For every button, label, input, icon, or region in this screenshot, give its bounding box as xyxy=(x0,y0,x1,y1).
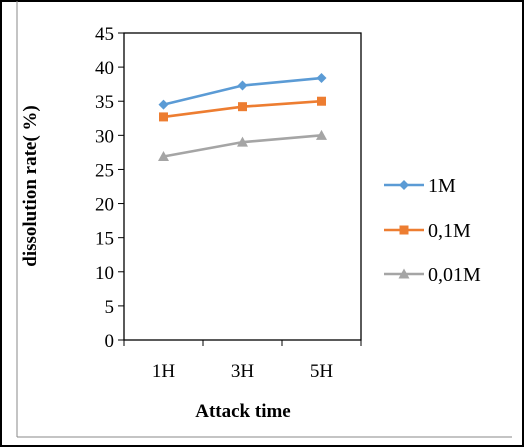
legend-label: 0,01M xyxy=(428,264,481,286)
legend: 1M 0,1M 0,01M xyxy=(384,175,481,286)
data-point xyxy=(316,129,327,140)
plot-area xyxy=(123,32,362,341)
x-axis-ticks: 1H 3H 5H xyxy=(123,340,362,382)
y-tick-label: 35 xyxy=(95,92,114,113)
x-tick-label: 5H xyxy=(310,361,334,382)
x-axis-label: Attack time xyxy=(195,401,291,422)
legend-label: 0,1M xyxy=(428,220,471,242)
data-point xyxy=(237,136,248,147)
data-point xyxy=(237,80,248,91)
legend-label: 1M xyxy=(428,175,456,197)
y-axis-ticks: 0 5 10 15 20 25 30 35 40 45 xyxy=(95,24,124,352)
y-tick-label: 0 xyxy=(105,331,115,352)
y-tick-label: 15 xyxy=(95,229,114,250)
data-point xyxy=(159,112,168,122)
y-tick-label: 10 xyxy=(95,263,114,284)
data-point xyxy=(158,150,169,161)
x-tick-label: 3H xyxy=(231,361,255,382)
legend-marker xyxy=(399,180,409,190)
y-tick-label: 45 xyxy=(95,24,114,45)
y-tick-label: 20 xyxy=(95,195,114,216)
y-tick-label: 25 xyxy=(95,160,114,181)
y-tick-label: 30 xyxy=(95,126,114,147)
x-tick-label: 1H xyxy=(152,361,176,382)
data-point xyxy=(317,96,326,106)
y-tick-label: 5 xyxy=(105,297,115,318)
legend-marker xyxy=(399,225,409,235)
data-point xyxy=(158,99,169,110)
data-point xyxy=(316,73,327,84)
series-layer xyxy=(158,73,327,161)
data-point xyxy=(238,102,247,112)
y-axis-label: dissolution rate( %) xyxy=(20,105,41,267)
y-tick-label: 40 xyxy=(95,58,114,79)
legend-marker xyxy=(398,268,410,279)
